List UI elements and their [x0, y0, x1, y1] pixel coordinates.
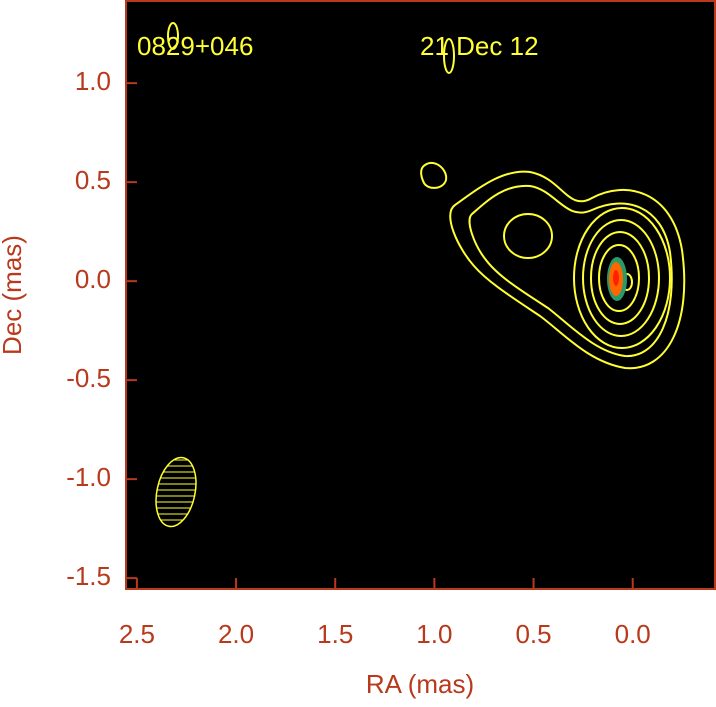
x-tick-label: 2.0	[218, 619, 254, 649]
contour	[598, 244, 640, 312]
y-tick-label: 0.5	[75, 165, 111, 195]
contour	[420, 161, 448, 189]
y-tick-label: 0.0	[75, 264, 111, 294]
y-tick-label: 1.0	[75, 66, 111, 96]
contour	[443, 38, 455, 74]
y-tick-label: -1.0	[66, 462, 111, 492]
y-tick-label: -1.5	[66, 561, 111, 591]
y-axis-title: Dec (mas)	[0, 235, 27, 355]
frame	[125, 0, 716, 590]
date-label: 21 Dec 12	[420, 31, 539, 61]
contours	[167, 22, 686, 370]
x-tick-label: 0.5	[515, 619, 551, 649]
y-tick-label: -0.5	[66, 363, 111, 393]
contour	[590, 231, 650, 325]
contour	[582, 219, 660, 337]
x-tick-label: 2.5	[119, 619, 155, 649]
x-axis-title: RA (mas)	[366, 669, 474, 699]
contour	[167, 22, 179, 50]
plot-area	[125, 0, 716, 590]
contour	[503, 213, 553, 259]
contour	[449, 170, 686, 370]
x-tick-label: 1.5	[317, 619, 353, 649]
x-tick-label: 1.0	[416, 619, 452, 649]
contour	[468, 184, 673, 358]
contour	[573, 207, 671, 349]
x-tick-label: 0.0	[615, 619, 651, 649]
source-label: 0829+046	[137, 31, 253, 61]
core	[613, 270, 619, 286]
